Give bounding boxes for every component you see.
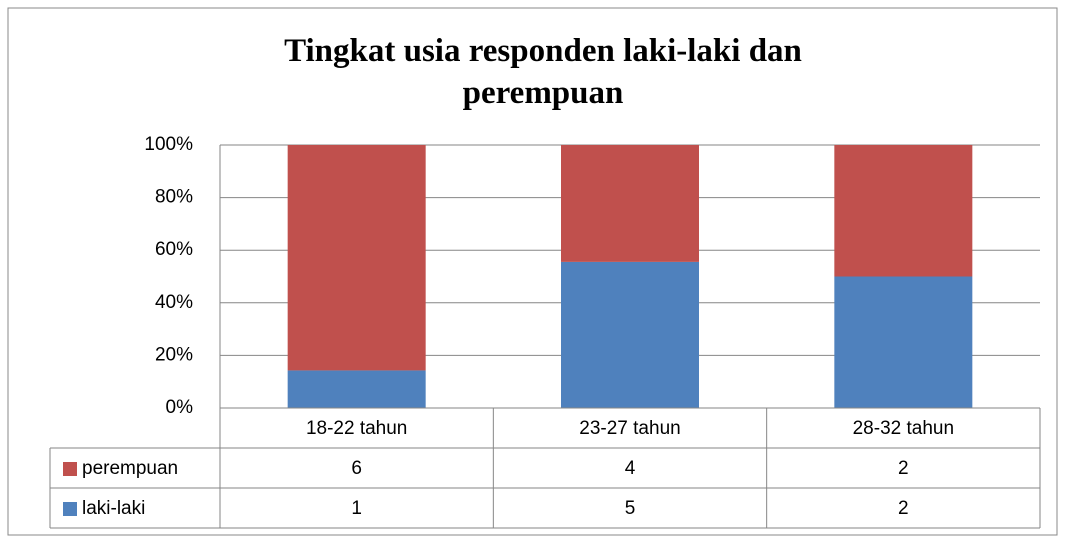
x-tick-label: 18-22 tahun	[306, 418, 407, 439]
table-value: 2	[898, 498, 909, 519]
bar-segment	[834, 145, 973, 277]
legend-label: laki-laki	[82, 498, 145, 519]
bar-segment	[287, 370, 426, 408]
bar-segment	[561, 261, 699, 408]
legend-label: perempuan	[82, 458, 178, 479]
bar-segment	[561, 145, 699, 262]
y-tick-label: 80%	[155, 187, 193, 208]
table-value: 6	[351, 458, 362, 479]
table-value: 1	[351, 498, 362, 519]
legend-swatch	[63, 462, 77, 476]
x-tick-label: 28-32 tahun	[853, 418, 954, 439]
table-value: 2	[898, 458, 909, 479]
y-tick-label: 0%	[166, 397, 194, 418]
y-tick-label: 100%	[144, 134, 193, 155]
y-tick-label: 60%	[155, 239, 193, 260]
legend-swatch	[63, 502, 77, 516]
bar-segment	[287, 145, 426, 371]
table-value: 4	[625, 458, 636, 479]
chart-title: Tingkat usia responden laki-laki dan per…	[284, 33, 802, 111]
x-tick-label: 23-27 tahun	[579, 418, 680, 439]
y-tick-label: 20%	[155, 344, 193, 365]
bar-segment	[834, 276, 973, 408]
y-tick-label: 40%	[155, 292, 193, 313]
table-value: 5	[625, 498, 636, 519]
